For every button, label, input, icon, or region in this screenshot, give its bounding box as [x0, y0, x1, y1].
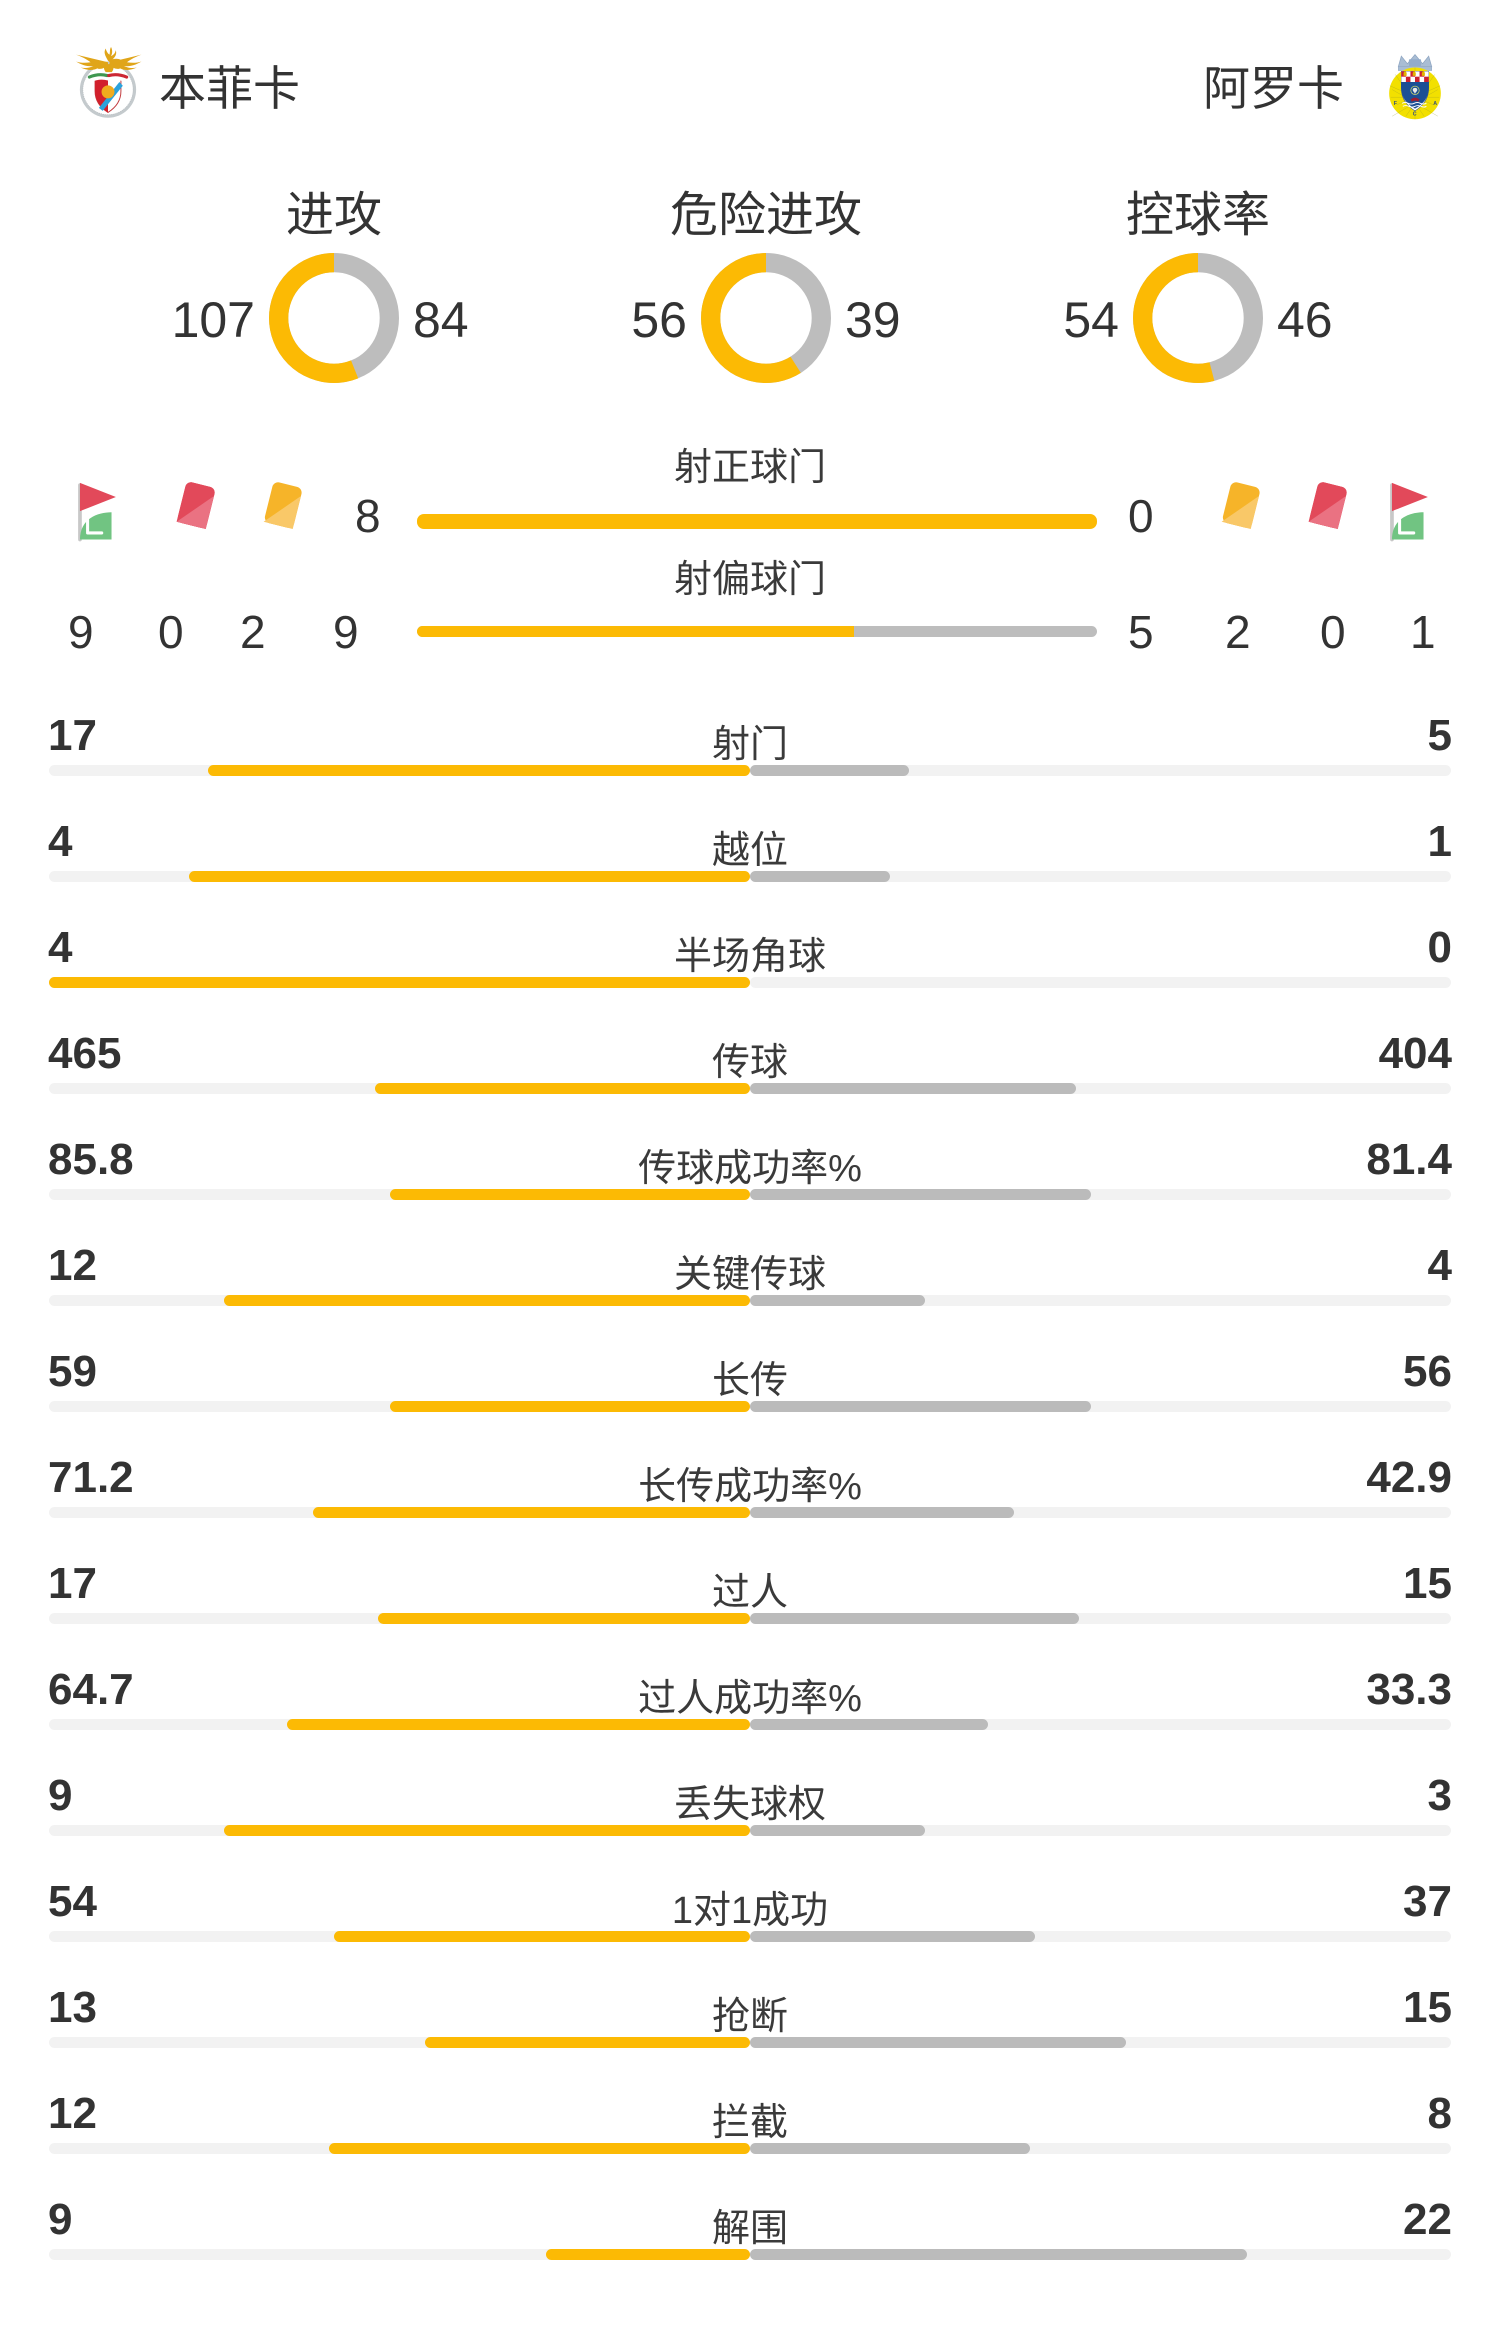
svg-text:C: C	[1413, 111, 1417, 117]
svg-text:A: A	[1433, 101, 1437, 107]
